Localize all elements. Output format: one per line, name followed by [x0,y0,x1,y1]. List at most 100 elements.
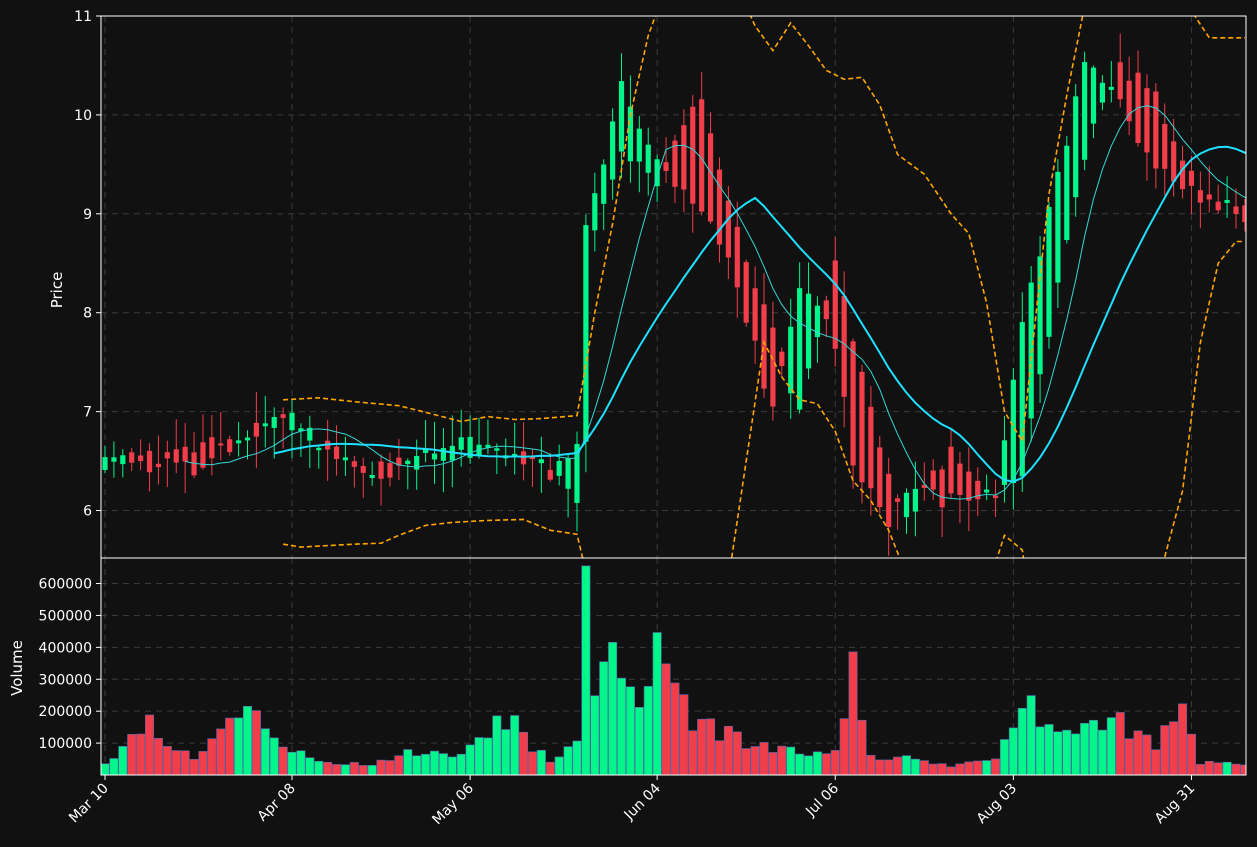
volume-axis-label: Volume [8,640,26,696]
volume-bar [492,715,502,775]
volume-bar [171,750,181,775]
candle-body [476,444,482,456]
candle-body [788,326,794,394]
candle-body [387,462,393,478]
volume-bar [1231,763,1241,775]
candle-body [1099,82,1106,103]
volume-bar [1222,761,1232,775]
volume-bar [928,763,938,775]
candle-body [823,300,829,320]
volume-bar [581,565,591,775]
volume-bar [866,755,876,775]
candle-body [725,200,731,258]
candle-body [333,446,340,459]
volume-bar [714,740,724,775]
candle-body [1215,201,1221,211]
price-tick-label: 8 [83,306,92,322]
candle-body [859,371,865,483]
volume-bar [670,682,680,775]
candle-body [779,351,785,367]
candle-body [565,458,571,489]
volume-bar [999,739,1009,775]
candle-body [440,448,447,461]
candle-body [422,448,429,453]
volume-bar [1080,722,1090,775]
candle-body [289,412,295,431]
volume-bar [1186,733,1196,775]
candle-body [716,169,723,245]
candle-body [244,437,251,441]
candle-body [1010,379,1016,484]
price-gridlines [101,15,1246,558]
bollinger-lower-line [282,240,1245,558]
price-axis-label: Price [48,272,66,309]
volume-bar [1151,749,1161,775]
candle-body [431,453,438,460]
candle-body [538,459,544,464]
candle-body [146,450,153,473]
volume-bar [1026,695,1036,775]
volume-bar [118,746,128,775]
volume-bar [910,758,920,775]
candle-body [342,457,349,461]
candle-body [1206,194,1212,200]
volume-bar [501,729,511,775]
candle-body [984,489,990,493]
candle-body [805,293,812,369]
price-y-ticks: 6 7 8 9 10 11 [74,9,101,520]
candle-body [120,455,126,465]
candle-body [734,226,740,288]
candle-body [850,341,856,466]
candle-body [253,422,259,437]
volume-tick-label: 200000 [39,704,92,720]
candle-body [610,121,616,180]
candle-body [672,140,678,187]
candle-body [743,262,749,323]
candle-body [1126,80,1132,122]
candle-body [369,475,375,479]
candle-body [547,469,553,480]
candle-body [894,498,901,502]
volume-bar [1017,707,1027,775]
volume-bar [438,753,448,775]
volume-bar [332,764,342,775]
candle-body [1090,67,1097,124]
candle-body [903,492,910,518]
candle-body [1153,91,1159,169]
volume-bar [430,750,440,775]
volume-tick-label: 500000 [39,608,92,624]
candle-body [886,473,892,528]
candle-body [654,159,660,187]
volume-bar [251,710,261,775]
candle-body [1197,190,1203,203]
volume-tick-label: 100000 [39,736,92,752]
price-tick-label: 6 [83,504,92,520]
volume-bar [563,746,573,775]
candle-body [209,437,215,459]
candle-body [351,461,357,467]
volume-bar [1204,760,1214,775]
candle-body [360,466,366,473]
candle-body [235,440,242,444]
volume-bar [768,752,778,775]
volume-bar [795,753,805,775]
volume-bar [358,765,368,775]
volume-bar [973,760,983,775]
volume-bar [1035,726,1045,775]
volume-bar [305,757,315,775]
volume-tick-label: 400000 [39,640,92,656]
volume-bar [1213,762,1223,775]
candle-body [770,327,776,407]
candle-body [102,457,108,470]
volume-bar [688,730,698,775]
candle-body [1046,206,1052,337]
volume-bar [447,756,457,775]
volume-bar [242,705,252,775]
price-tick-label: 10 [74,108,92,124]
candle-body [138,455,144,462]
volume-bar [875,759,885,775]
candle-body [645,144,651,173]
candle-body [601,164,607,204]
candle-body [957,463,963,495]
candle-body [1001,440,1008,485]
